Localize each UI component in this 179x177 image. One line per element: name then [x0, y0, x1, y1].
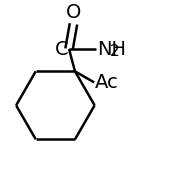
Text: 2: 2: [110, 44, 119, 59]
Text: NH: NH: [97, 40, 126, 59]
Text: Ac: Ac: [95, 73, 119, 92]
Text: C: C: [55, 40, 68, 59]
Text: O: O: [66, 3, 81, 22]
